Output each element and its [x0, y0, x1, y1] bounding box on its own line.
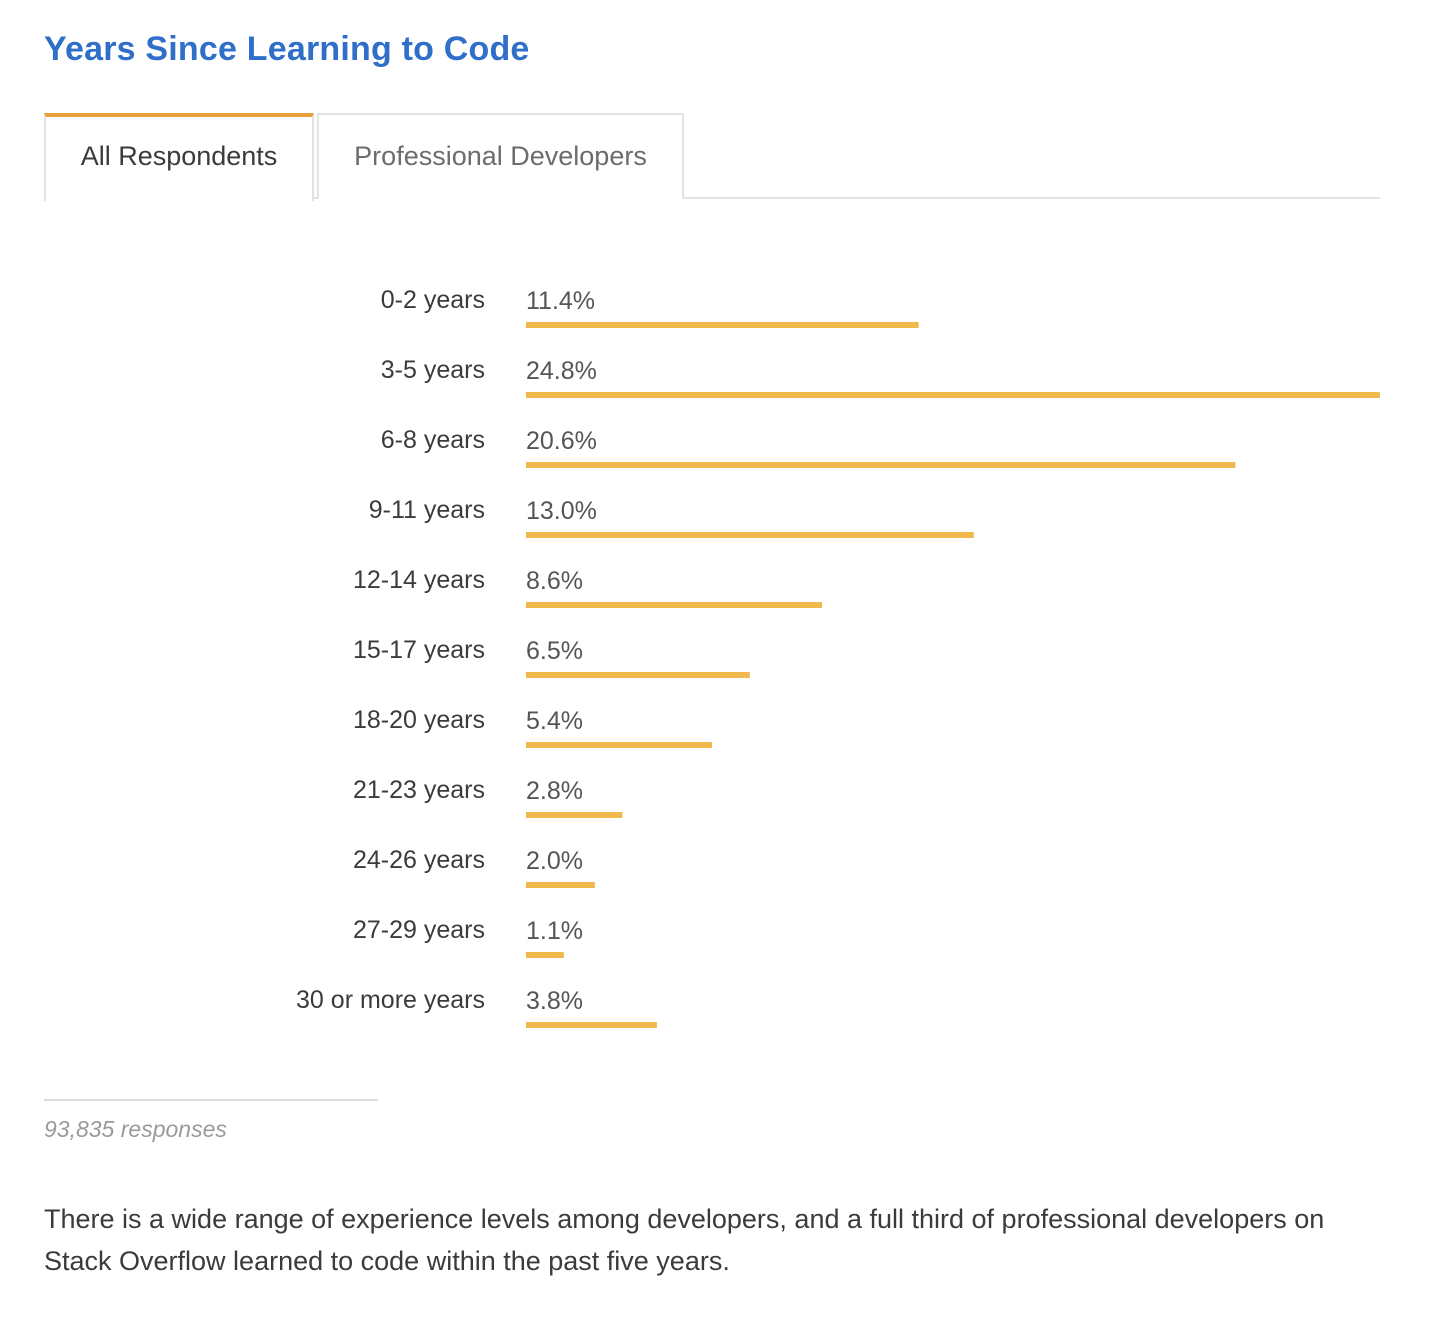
tab-all-respondents[interactable]: All Respondents: [44, 113, 314, 201]
page-title: Years Since Learning to Code: [44, 30, 530, 68]
bar: [526, 532, 974, 538]
value-label: 3.8%: [526, 987, 583, 1015]
bar: [526, 462, 1236, 468]
category-label: 15-17 years: [353, 636, 485, 664]
value-label: 2.8%: [526, 777, 583, 805]
value-label: 6.5%: [526, 637, 583, 665]
response-count: 93,835 responses: [44, 1116, 227, 1142]
category-label: 0-2 years: [381, 286, 485, 314]
bar: [526, 812, 623, 818]
divider: [44, 1099, 378, 1101]
tab-bar: All Respondents Professional Developers: [44, 113, 1380, 201]
category-label: 6-8 years: [381, 426, 485, 454]
bar: [526, 1022, 657, 1028]
value-label: 5.4%: [526, 707, 583, 735]
value-label: 8.6%: [526, 567, 583, 595]
bar: [526, 602, 823, 608]
bar: [526, 952, 564, 958]
category-label: 18-20 years: [353, 706, 485, 734]
value-label: 2.0%: [526, 847, 583, 875]
category-label: 30 or more years: [296, 986, 485, 1014]
tab-professional-developers[interactable]: Professional Developers: [317, 113, 684, 199]
bar: [526, 322, 919, 328]
category-label: 27-29 years: [353, 916, 485, 944]
value-label: 1.1%: [526, 917, 583, 945]
value-label: 11.4%: [526, 287, 595, 315]
bar: [526, 672, 750, 678]
category-label: 9-11 years: [369, 496, 485, 524]
category-label: 12-14 years: [353, 566, 485, 594]
category-label: 21-23 years: [353, 776, 485, 804]
bar: [526, 392, 1380, 398]
bar: [526, 742, 712, 748]
chart-description: There is a wide range of experience leve…: [44, 1204, 1325, 1276]
category-label: 24-26 years: [353, 846, 485, 874]
value-label: 13.0%: [526, 497, 597, 525]
value-label: 24.8%: [526, 357, 597, 385]
value-label: 20.6%: [526, 427, 597, 455]
category-label: 3-5 years: [381, 356, 485, 384]
bar: [526, 882, 595, 888]
